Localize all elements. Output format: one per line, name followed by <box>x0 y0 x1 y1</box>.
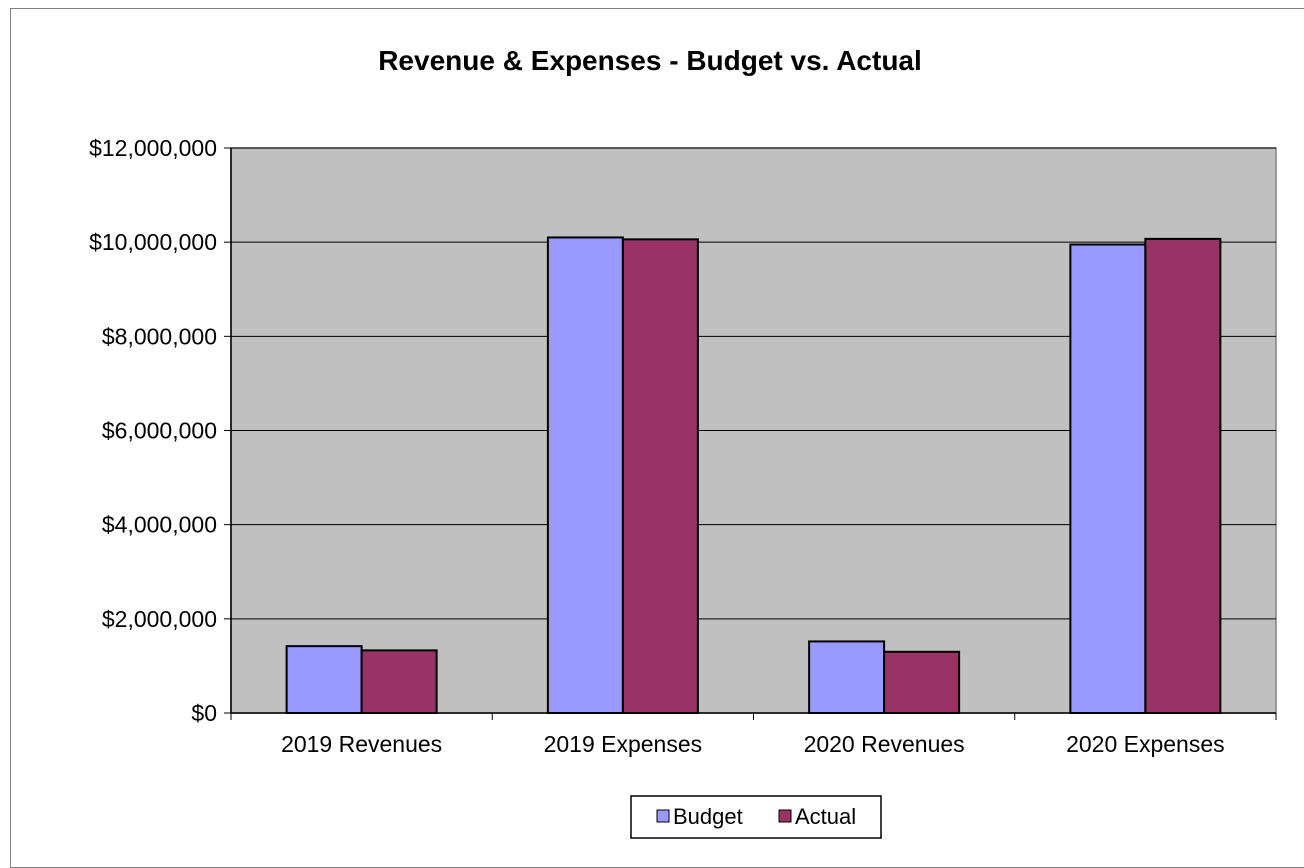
bar-chart: Revenue & Expenses - Budget vs. Actual $… <box>89 45 1277 839</box>
legend-swatch-budget <box>656 809 670 823</box>
y-tick-label: $8,000,000 <box>102 323 217 349</box>
legend-box <box>630 795 882 839</box>
bar-actual-2019-revenues <box>360 649 438 714</box>
bar-budget-2019-expenses <box>546 236 624 714</box>
legend-label-budget: Budget <box>673 804 743 829</box>
y-tick-label: $0 <box>191 700 217 726</box>
x-category-label: 2020 Revenues <box>804 731 965 757</box>
bar-actual-2020-revenues <box>883 650 961 715</box>
x-category-label: 2019 Expenses <box>544 731 703 757</box>
y-axis-ticks: $0 $2,000,000 $4,000,000 $6,000,000 $8,000,0… <box>89 135 231 726</box>
y-tick-label: $12,000,000 <box>89 135 217 161</box>
bar-budget-2020-revenues <box>808 640 886 715</box>
x-category-label: 2020 Expenses <box>1066 731 1225 757</box>
bar-budget-2019-revenues <box>285 645 363 714</box>
legend-label-actual: Actual <box>795 804 856 829</box>
bar-actual-2020-expenses <box>1144 237 1222 715</box>
x-category-label: 2019 Revenues <box>281 731 442 757</box>
legend: Budget Actual <box>630 795 882 839</box>
y-tick-label: $10,000,000 <box>89 229 217 255</box>
y-tick-label: $2,000,000 <box>102 606 217 632</box>
bar-actual-2019-expenses <box>621 238 699 714</box>
y-tick-label: $6,000,000 <box>102 418 217 444</box>
x-axis-categories: 2019 Revenues 2019 Expenses 2020 Revenues 2… <box>281 731 1225 757</box>
bar-budget-2020-expenses <box>1069 243 1147 714</box>
chart-title: Revenue & Expenses - Budget vs. Actual <box>378 45 922 76</box>
y-tick-label: $4,000,000 <box>102 512 217 538</box>
legend-swatch-actual <box>778 809 792 823</box>
